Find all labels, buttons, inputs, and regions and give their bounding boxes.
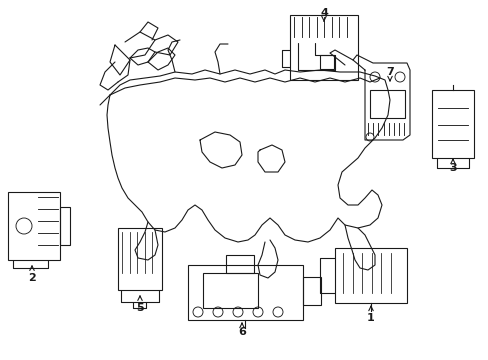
Bar [8, 192, 60, 260]
Bar [118, 228, 162, 290]
Bar [203, 273, 258, 308]
Bar [431, 90, 473, 158]
Bar [369, 90, 404, 118]
Text: 4: 4 [320, 8, 327, 18]
Text: 1: 1 [366, 313, 374, 323]
Bar [225, 255, 253, 273]
Bar [60, 207, 70, 245]
Text: 5: 5 [136, 303, 143, 313]
Bar [289, 15, 357, 80]
Bar [303, 277, 320, 305]
Text: 2: 2 [28, 273, 36, 283]
Text: 3: 3 [448, 163, 456, 173]
Text: 6: 6 [238, 327, 245, 337]
Bar [319, 55, 333, 69]
Bar [334, 248, 406, 303]
Text: 7: 7 [386, 67, 393, 77]
Bar [187, 265, 303, 320]
